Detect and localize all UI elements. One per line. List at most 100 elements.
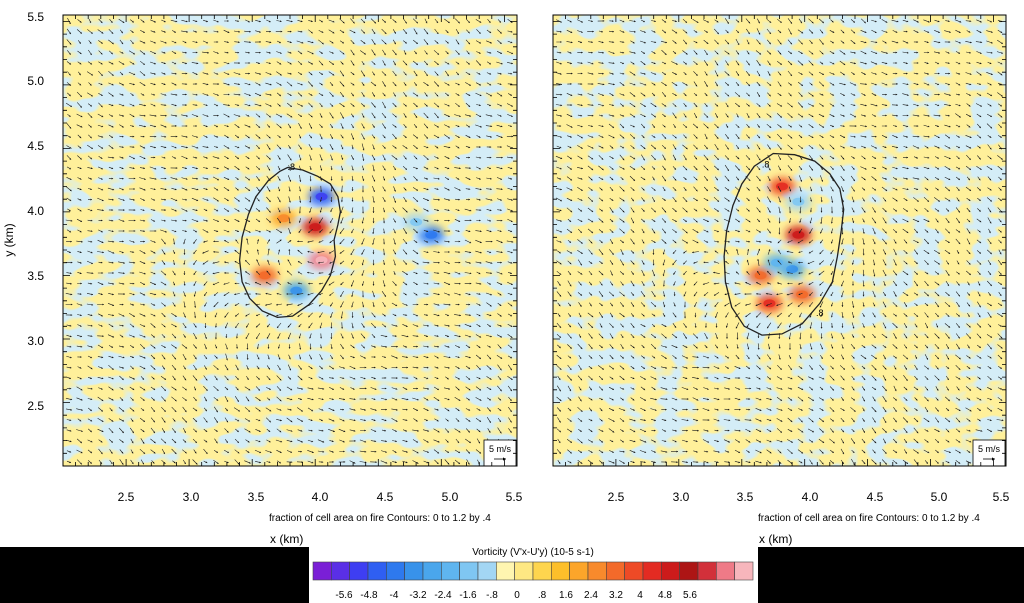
left-x-tick-label: 4.0 [312,490,329,504]
colorbar-box [734,561,754,581]
left-y-tick-label: 3.0 [27,334,44,348]
tick-marks [63,15,517,466]
right-panel: .8 .8 5 m/s 2.5 3.0 3.5 4.0 4.5 5.0 5.5 … [552,14,1010,546]
right-x-axis-title: x (km) [759,532,792,546]
colorbar-box [385,561,405,581]
left-y-tick-label: 5.5 [27,10,44,24]
colorbar-box [422,561,442,581]
left-panel: .8 5 m/s 2.5 3.0 3.5 4.0 4.5 5.0 5.5 2.5… [2,10,523,546]
left-axis-ticks [63,15,517,466]
left-y-tick-label: 3.5 [27,269,44,283]
right-x-tick-label: 5.0 [931,490,948,504]
colorbar-box [605,561,625,581]
colorbar-box [440,561,460,581]
vortex-core [792,230,805,239]
right-reference-vector-label: 5 m/s [978,444,1001,454]
colorbar-label: .8 [538,590,547,601]
vortex-core [290,286,303,295]
left-x-tick-label: 3.0 [183,490,200,504]
vortex-core [410,218,423,227]
colorbar-box [679,561,699,581]
colorbar-box [367,561,387,581]
left-x-tick-label: 3.5 [248,490,265,504]
left-x-tick-label: 2.5 [118,490,135,504]
vortex-core [763,299,776,308]
colorbar-box [404,561,424,581]
colorbar-box [459,561,479,581]
colorbar-box [477,561,497,581]
right-x-tick-label: 3.5 [737,490,754,504]
colorbar-box [715,561,735,581]
colorbar-box [330,561,350,581]
right-fire-contour [723,152,845,336]
left-contour-label: .8 [287,162,295,172]
left-reference-vector: 5 m/s [483,439,517,467]
left-y-tick-labels: 2.5 3.0 3.5 4.0 4.5 5.0 5.5 [27,10,44,413]
left-x-tick-label: 4.5 [377,490,394,504]
left-contour-note: fraction of cell area on fire Contours: … [269,513,491,524]
colorbar-label: -.8 [486,590,498,601]
right-contour-label-bottom: .8 [816,308,824,318]
vortex-core [796,290,809,299]
colorbar-label: 0 [514,590,520,601]
colorbar-label: -2.4 [434,590,452,601]
left-x-axis-title: x (km) [270,532,303,546]
right-x-tick-label: 4.5 [867,490,884,504]
colorbar-label: 4.8 [658,590,672,601]
colorbar-box [312,561,332,581]
vortex-core [754,271,767,280]
right-reference-vector: 5 m/s [972,439,1006,467]
right-plot-blobs [553,15,1006,466]
vortex-core [315,256,328,265]
left-reference-vector-label: 5 m/s [489,444,512,454]
colorbar-labels: -5.6 -4.8 -4 -3.2 -2.4 -1.6 -.8 0 .8 1.6… [335,590,697,601]
right-contour-label-top: .8 [762,159,770,169]
vortex-core [776,182,789,191]
left-y-tick-label: 4.5 [27,139,44,153]
colorbar-box [660,561,680,581]
tick-marks [553,15,1006,466]
vortex-core [770,258,783,267]
right-x-tick-label: 5.5 [993,490,1010,504]
colorbar-box [532,561,552,581]
colorbar-label: 5.6 [683,590,697,601]
right-contour-note: fraction of cell area on fire Contours: … [758,513,980,524]
colorbar-box [514,561,534,581]
left-fire-contour [238,166,342,319]
vortex-core [792,197,805,206]
left-x-tick-label: 5.0 [442,490,459,504]
left-x-tick-label: 5.5 [506,490,523,504]
right-vortex-layer [747,177,816,313]
right-axis-ticks [553,15,1006,466]
colorbar: Vorticity (V'x-U'y) (10-5 s-1) -5.6 -4.8… [309,546,758,603]
vortex-core [425,230,438,239]
colorbar-box [569,561,589,581]
colorbar-box [550,561,570,581]
colorbar-box [349,561,369,581]
colorbar-box [697,561,717,581]
left-y-tick-label: 4.0 [27,204,44,218]
colorbar-title: Vorticity (V'x-U'y) (10-5 s-1) [472,547,594,558]
right-x-tick-labels: 2.5 3.0 3.5 4.0 4.5 5.0 5.5 [608,490,1010,504]
colorbar-label: -4.8 [360,590,378,601]
vortex-core [786,265,799,274]
colorbar-label: -5.6 [335,590,353,601]
colorbar-label: 3.2 [609,590,623,601]
vortex-core [277,214,290,223]
left-y-tick-label: 5.0 [27,74,44,88]
colorbar-box [495,561,515,581]
colorbar-label: -1.6 [459,590,477,601]
colorbar-label: -4 [390,590,399,601]
colorbar-box [624,561,644,581]
vortex-core [258,271,271,280]
right-x-tick-label: 3.0 [673,490,690,504]
colorbar-boxes [312,561,754,581]
left-x-tick-labels: 2.5 3.0 3.5 4.0 4.5 5.0 5.5 [118,490,523,504]
colorbar-label: -3.2 [409,590,427,601]
vortex-core [315,192,328,201]
colorbar-label: 2.4 [584,590,598,601]
colorbar-label: 4 [637,590,643,601]
left-y-tick-label: 2.5 [27,399,44,413]
left-y-axis-title: y (km) [2,223,16,256]
